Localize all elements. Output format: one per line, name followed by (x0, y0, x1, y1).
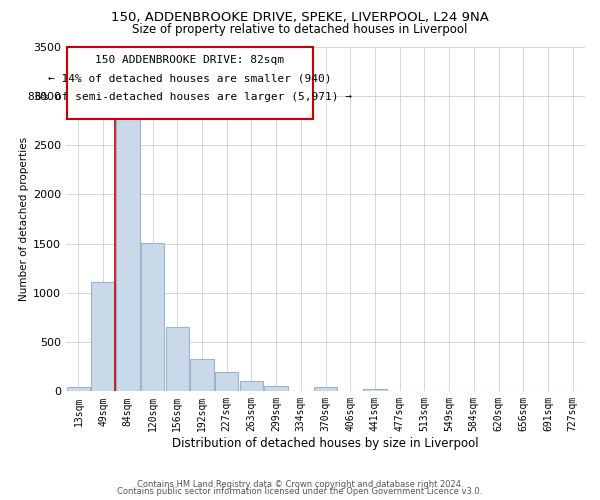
Bar (91, 282, 115, 392)
Bar (116, 102, 140, 392)
Bar (363, 390, 386, 392)
Text: ← 14% of detached houses are smaller (940): ← 14% of detached houses are smaller (94… (48, 74, 332, 84)
Text: 150, ADDENBROOKE DRIVE, SPEKE, LIVERPOOL, L24 9NA: 150, ADDENBROOKE DRIVE, SPEKE, LIVERPOOL… (111, 11, 489, 24)
Bar (265, 386, 288, 392)
Text: Contains public sector information licensed under the Open Government Licence v3: Contains public sector information licen… (118, 487, 482, 496)
Bar (166, 328, 189, 392)
Text: 150 ADDENBROOKE DRIVE: 82sqm: 150 ADDENBROOKE DRIVE: 82sqm (95, 56, 284, 66)
X-axis label: Distribution of detached houses by size in Liverpool: Distribution of detached houses by size … (172, 437, 479, 450)
Bar (239, 382, 263, 392)
Bar (314, 387, 337, 392)
Bar (215, 372, 238, 392)
Y-axis label: Number of detached properties: Number of detached properties (19, 137, 29, 301)
Bar (67, 388, 90, 392)
Text: Size of property relative to detached houses in Liverpool: Size of property relative to detached ho… (133, 22, 467, 36)
Bar (141, 242, 164, 392)
Text: 86% of semi-detached houses are larger (5,971) →: 86% of semi-detached houses are larger (… (28, 92, 352, 102)
FancyBboxPatch shape (67, 48, 313, 120)
Text: Contains HM Land Registry data © Crown copyright and database right 2024.: Contains HM Land Registry data © Crown c… (137, 480, 463, 489)
Bar (190, 359, 214, 392)
